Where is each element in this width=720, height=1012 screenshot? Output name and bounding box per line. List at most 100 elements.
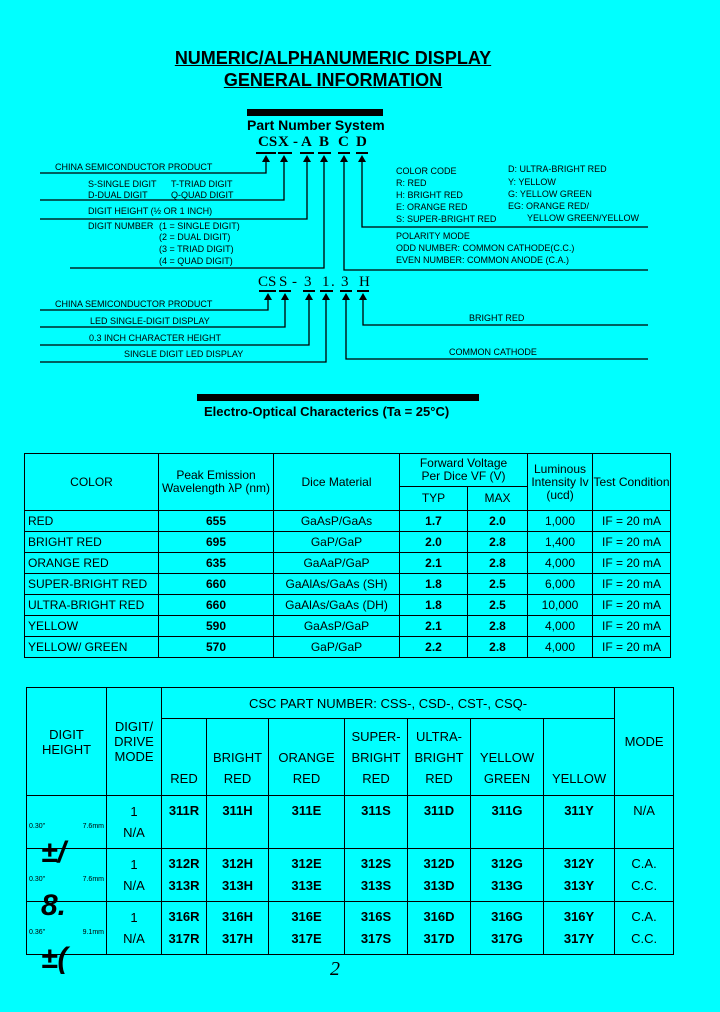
part-cell: 311E	[268, 795, 345, 849]
seven-segment-digit-icon: ±/	[41, 836, 66, 869]
header-color-col: YELLOW	[542, 718, 616, 796]
part-number: 312D	[423, 856, 455, 871]
part-number: 317R	[168, 931, 200, 946]
drive-value: N/A	[123, 931, 145, 946]
header-dice: Dice Material	[273, 453, 400, 511]
table-cell: 2.1	[399, 552, 468, 574]
table-cell: 695	[158, 531, 274, 553]
table-row: ORANGE RED 635 GaAaP/GaP 2.1 2.8 4,000 IF = 20…	[24, 552, 672, 574]
table-cell: 2.0	[466, 510, 529, 532]
drive-cell: 1 N/A	[106, 848, 162, 902]
example-label-cathode: COMMON CATHODE	[449, 347, 537, 357]
part-number: 317H	[221, 931, 254, 946]
inch-size: 0.30"	[29, 876, 46, 883]
mode-value: C.C.	[631, 878, 658, 893]
code-letter: CS	[258, 134, 278, 150]
example-code-letter: .	[331, 274, 335, 290]
part-cell: 316H 317H	[206, 901, 269, 955]
divider-bar	[197, 394, 479, 401]
part-number: 313E	[291, 878, 322, 893]
color-code-item: YELLOW GREEN/YELLOW	[527, 213, 640, 223]
header-fv: Forward Voltage Per Dice VF (V)	[398, 453, 529, 487]
part-number: 311S	[361, 803, 391, 818]
table-cell: 1.8	[399, 594, 468, 616]
table-cell: 2.5	[466, 594, 529, 616]
table-cell: IF = 20 mA	[592, 636, 672, 658]
part-number: 316E	[291, 909, 322, 924]
mode-value: C.C.	[631, 931, 658, 946]
table-cell: 2.2	[399, 636, 468, 658]
header-csc: CSC PART NUMBER: CSS-, CSD-, CST-, CSQ-	[160, 687, 616, 719]
part-cell: 312S 313S	[344, 848, 408, 902]
mm-size: 7.6mm	[82, 876, 104, 883]
example-code-letter: -	[292, 274, 297, 290]
part-number: 311R	[168, 803, 200, 818]
color-code-item: S: SUPER-BRIGHT RED	[396, 214, 497, 224]
table-cell: SUPER-BRIGHT RED	[24, 573, 159, 595]
example-code-letter: 3	[304, 274, 312, 290]
label-dual: D-DUAL DIGIT	[88, 190, 148, 200]
example-code-letter: H	[359, 274, 370, 290]
table-cell: 660	[158, 573, 274, 595]
part-number: 311E	[291, 803, 322, 818]
polarity-heading: POLARITY MODE	[396, 231, 470, 241]
header-color-col: SUPER- BRIGHT RED	[344, 718, 408, 796]
part-cell: 311D	[407, 795, 471, 849]
header-typ: TYP	[399, 486, 468, 511]
table-cell: RED	[24, 510, 159, 532]
code-letter: A	[301, 134, 312, 150]
part-number: 316D	[423, 909, 455, 924]
page-number: 2	[330, 958, 340, 980]
part-number: 317Y	[563, 931, 595, 946]
label-n1: (1 = SINGLE DIGIT)	[159, 221, 240, 231]
table-cell: YELLOW/ GREEN	[24, 636, 159, 658]
part-number: 311G	[491, 803, 523, 818]
color-code-item: G: YELLOW GREEN	[508, 189, 592, 199]
part-cell: 316S 317S	[344, 901, 408, 955]
color-code-item: R: RED	[396, 178, 427, 188]
part-number: 312R	[168, 856, 200, 871]
table-cell: IF = 20 mA	[592, 510, 672, 532]
part-number: 312S	[360, 856, 392, 871]
table-cell: 590	[158, 615, 274, 637]
part-number: 311Y	[564, 803, 594, 818]
color-code-item: EG: ORANGE RED/	[508, 201, 590, 211]
table-row: RED 655 GaAsP/GaAs 1.7 2.0 1,000 IF = 20 mA	[24, 510, 672, 532]
header-color-col: RED	[161, 718, 207, 796]
header-color-col: YELLOW GREEN	[470, 718, 544, 796]
part-number-heading: Part Number System	[247, 117, 385, 133]
code-letter: D	[356, 134, 367, 150]
table-cell: 4,000	[527, 615, 594, 637]
part-number: 317E	[291, 931, 322, 946]
example-label-single: SINGLE DIGIT LED DISPLAY	[124, 349, 244, 359]
table-cell: 570	[158, 636, 274, 658]
table-cell: GaAaP/GaP	[273, 552, 400, 574]
code-letter: -	[293, 134, 298, 150]
header-peak: Peak Emission Wavelength λP (nm)	[158, 453, 274, 511]
digit-height-cell: 0.30" 7.6mm ±/	[26, 795, 107, 869]
header-test: Test Condition	[592, 453, 672, 511]
part-cell: 312R 313R	[161, 848, 207, 902]
mode-value: C.A.	[631, 856, 657, 871]
table-cell: 660	[158, 594, 274, 616]
table-cell: 6,000	[527, 573, 594, 595]
label-quad: Q-QUAD DIGIT	[171, 190, 234, 200]
header-digit-height: DIGIT HEIGHT	[26, 687, 107, 796]
part-cell: 316Y 317Y	[542, 901, 616, 955]
header-color-col: ORANGE RED	[268, 718, 345, 796]
polarity-odd: ODD NUMBER: COMMON CATHODE(C.C.)	[396, 243, 575, 253]
part-number: 313Y	[563, 878, 595, 893]
example-code-letter: 3	[341, 274, 349, 290]
part-number: 316S	[360, 909, 392, 924]
table-cell: ORANGE RED	[24, 552, 159, 574]
table-row: 0.30" 7.6mm ±/ 1 N/A 311R 311H 311E 311S 311D 311G…	[26, 795, 675, 869]
table-row: YELLOW 590 GaAsP/GaP 2.1 2.8 4,000 IF = 20 mA	[24, 615, 672, 637]
part-cell: 311S	[344, 795, 408, 849]
part-number: 311H	[222, 803, 253, 818]
table-cell: IF = 20 mA	[592, 615, 672, 637]
header-lum: Luminous Intensity Iv (ucd)	[527, 453, 594, 511]
drive-value: 1	[130, 910, 138, 925]
drive-cell: 1 N/A	[106, 795, 162, 849]
table-cell: GaAsP/GaAs	[273, 510, 400, 532]
part-number: 313D	[423, 878, 455, 893]
